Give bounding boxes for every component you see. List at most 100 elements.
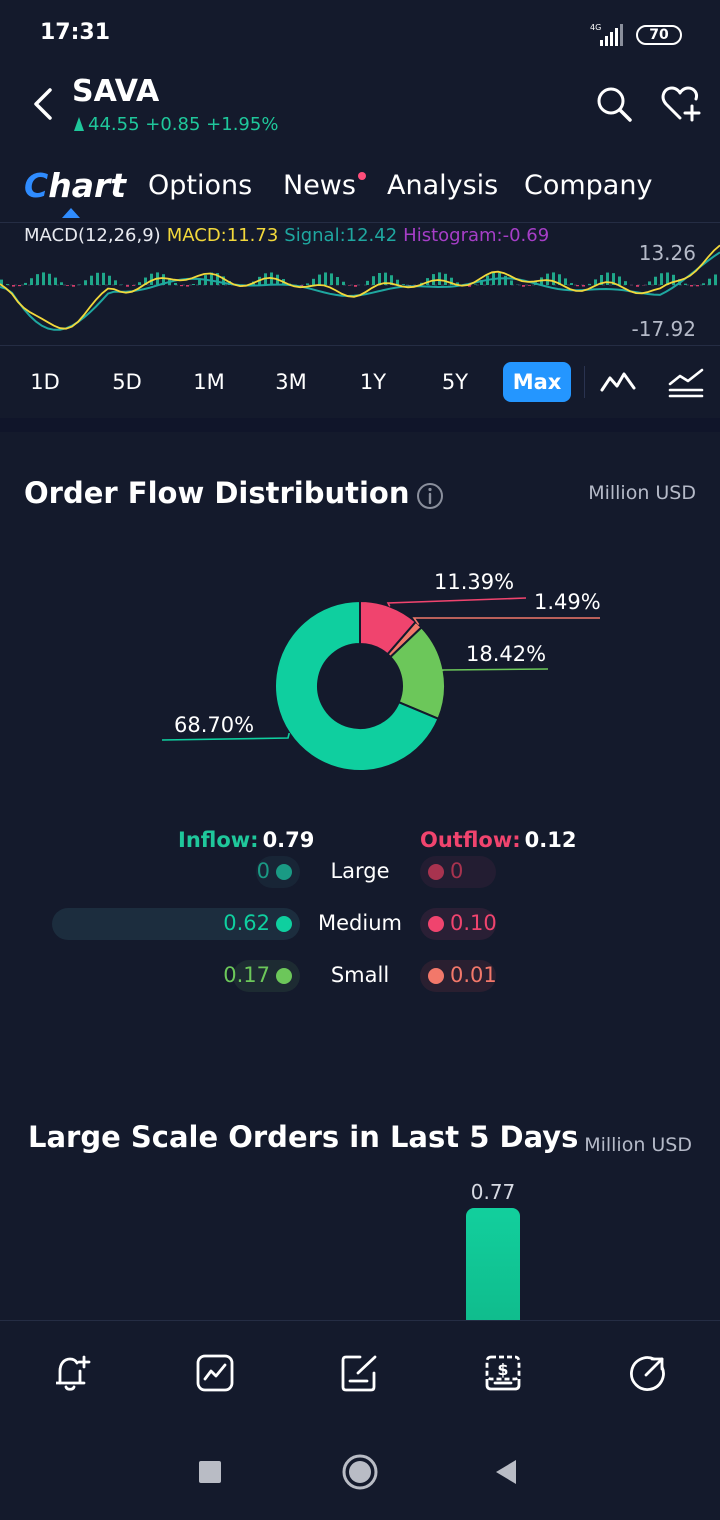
histogram-bar bbox=[600, 274, 603, 285]
header: SAVA 44.55 +0.85 +1.95% bbox=[0, 70, 720, 150]
histogram-bar bbox=[312, 278, 315, 285]
histogram-bar bbox=[636, 285, 639, 287]
signal-icon: 4G bbox=[588, 22, 628, 52]
size-label-small: Small bbox=[330, 963, 390, 987]
histogram-bar bbox=[150, 273, 153, 285]
note-button[interactable] bbox=[340, 1353, 380, 1393]
outflow-value-large: 0 bbox=[450, 859, 464, 883]
histogram-bar bbox=[0, 279, 3, 285]
trade-button[interactable]: $ bbox=[483, 1353, 523, 1393]
period-1d[interactable]: 1D bbox=[30, 370, 60, 394]
histogram-bar bbox=[660, 273, 663, 285]
chart-button[interactable] bbox=[195, 1353, 235, 1393]
slice-label-large-outflow: 11.39% bbox=[434, 570, 515, 594]
period-1y[interactable]: 1Y bbox=[359, 370, 387, 394]
battery-icon: 70 bbox=[636, 25, 682, 45]
histogram-bar bbox=[714, 274, 717, 285]
histogram-bar bbox=[66, 285, 69, 286]
inflow-dot bbox=[276, 968, 292, 984]
histogram-bar bbox=[504, 275, 507, 285]
histogram-bar bbox=[480, 280, 483, 285]
tab-news[interactable]: News bbox=[283, 170, 356, 201]
period-1m[interactable]: 1M bbox=[193, 370, 225, 394]
outflow-value-medium: 0.10 bbox=[450, 911, 497, 935]
histogram-bar bbox=[432, 274, 435, 285]
histogram-bar bbox=[372, 276, 375, 285]
trade-dollar-icon: $ bbox=[485, 1355, 521, 1391]
histogram-bar bbox=[30, 278, 33, 285]
recent-apps-button[interactable] bbox=[190, 1452, 230, 1492]
back-button[interactable] bbox=[28, 82, 64, 126]
histogram-bar bbox=[306, 283, 309, 285]
histogram-bar bbox=[12, 285, 15, 287]
inflow-summary: Inflow: 0.79 bbox=[178, 828, 314, 852]
histogram-bar bbox=[72, 285, 75, 287]
histogram-bar bbox=[342, 281, 345, 285]
slice-label-medium-outflow: 1.49% bbox=[534, 590, 601, 614]
histogram-bar bbox=[594, 279, 597, 285]
histogram-bar bbox=[654, 276, 657, 285]
search-button[interactable] bbox=[594, 84, 634, 124]
home-button[interactable] bbox=[340, 1452, 380, 1492]
price-change: +0.85 bbox=[145, 114, 201, 135]
histogram-bar bbox=[84, 280, 87, 285]
heart-plus-icon bbox=[661, 86, 701, 122]
tab-options[interactable]: Options bbox=[148, 170, 253, 201]
status-time: 17:31 bbox=[40, 20, 111, 45]
inflow-value-medium: 0.62 bbox=[223, 911, 270, 935]
histogram-value: Histogram:-0.69 bbox=[403, 225, 550, 246]
histogram-bar bbox=[144, 277, 147, 285]
period-5y[interactable]: 5Y bbox=[441, 370, 469, 394]
histogram-bar bbox=[618, 276, 621, 285]
size-label-medium: Medium bbox=[318, 911, 402, 935]
indicator-settings-button[interactable] bbox=[668, 364, 704, 400]
macd-plot bbox=[0, 244, 720, 331]
histogram-bar bbox=[690, 285, 693, 287]
histogram-bar bbox=[648, 281, 651, 285]
share-button[interactable] bbox=[628, 1353, 668, 1393]
tab-bar: Chart Options News Analysis Company bbox=[0, 160, 720, 220]
period-selector: 1D 5D 1M 3M 1Y 5Y Max bbox=[0, 348, 720, 416]
histogram-bar bbox=[696, 285, 699, 287]
histogram-bar bbox=[36, 274, 39, 285]
tab-company[interactable]: Company bbox=[524, 170, 653, 201]
network-type: 4G bbox=[590, 23, 601, 32]
histogram-bar bbox=[378, 273, 381, 285]
inflow-value-large: 0 bbox=[256, 859, 270, 883]
info-icon[interactable] bbox=[416, 482, 444, 510]
histogram-bar bbox=[702, 283, 705, 285]
tab-analysis[interactable]: Analysis bbox=[387, 170, 499, 201]
histogram-bar bbox=[468, 285, 471, 287]
order-flow-title: Order Flow Distribution bbox=[24, 476, 410, 510]
outflow-label: Outflow: bbox=[420, 828, 521, 852]
tab-chart[interactable]: Chart bbox=[24, 166, 127, 205]
histogram-bar bbox=[18, 285, 21, 287]
unit-label: Million USD bbox=[588, 482, 696, 504]
histogram-bar bbox=[330, 273, 333, 285]
macd-indicator-chart[interactable]: MACD(12,26,9) MACD:11.73 Signal:12.42 Histo… bbox=[0, 222, 720, 346]
svg-text:$: $ bbox=[497, 1360, 508, 1379]
inflow-dot bbox=[276, 916, 292, 932]
order-flow-card: Order Flow Distribution Million USD 11.3… bbox=[0, 432, 720, 1062]
histogram-bar bbox=[558, 274, 561, 285]
add-watchlist-button[interactable] bbox=[660, 84, 702, 124]
outflow-dot bbox=[428, 968, 444, 984]
macd-min-label: -17.92 bbox=[631, 317, 696, 341]
circle-icon bbox=[342, 1454, 378, 1490]
histogram-bar bbox=[42, 272, 45, 285]
period-max[interactable]: Max bbox=[503, 362, 571, 402]
alert-add-button[interactable] bbox=[52, 1353, 92, 1393]
line-chart-type-button[interactable] bbox=[600, 364, 636, 400]
histogram-bar bbox=[456, 282, 459, 285]
histogram-bar bbox=[588, 283, 591, 285]
histogram-bar bbox=[222, 276, 225, 285]
histogram-bar bbox=[528, 285, 531, 286]
inflow-label: Inflow: bbox=[178, 828, 259, 852]
histogram-bar bbox=[390, 275, 393, 285]
histogram-bar bbox=[570, 283, 573, 285]
system-back-button[interactable] bbox=[488, 1452, 528, 1492]
period-5d[interactable]: 5D bbox=[112, 370, 142, 394]
inflow-bar bbox=[52, 908, 300, 940]
period-3m[interactable]: 3M bbox=[275, 370, 307, 394]
macd-legend: MACD(12,26,9) MACD:11.73 Signal:12.42 Histo… bbox=[24, 225, 549, 246]
